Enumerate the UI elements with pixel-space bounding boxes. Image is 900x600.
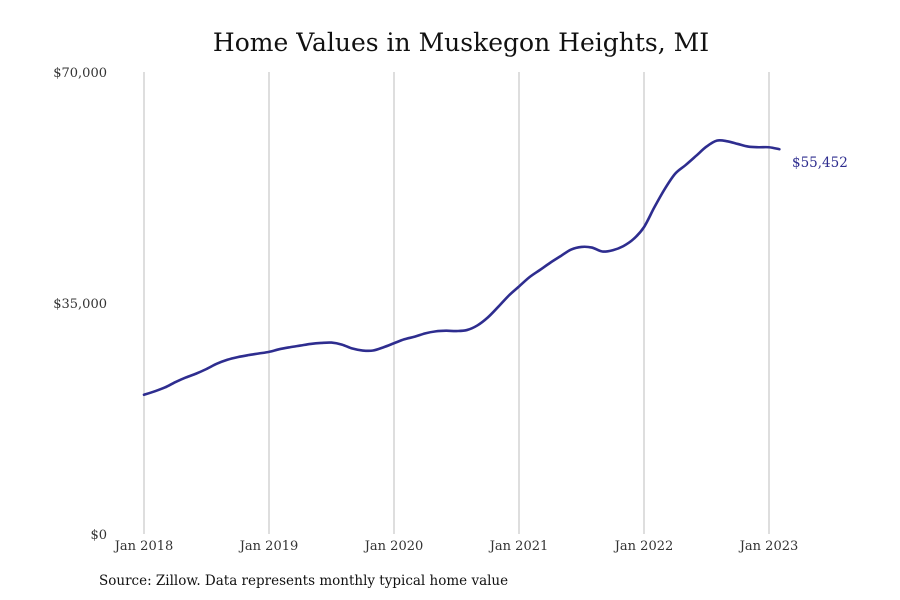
x-axis-ticks: Jan 2018 Jan 2019 Jan 2020 Jan 2021 Jan 2022…: [113, 539, 799, 554]
y-tick-label: $0: [90, 528, 107, 543]
x-tick-label: Jan 2023: [738, 539, 799, 554]
x-tick-label: Jan 2022: [613, 539, 674, 554]
x-tick-label: Jan 2018: [113, 539, 174, 554]
y-axis-ticks: $0 $35,000 $70,000: [53, 66, 107, 543]
source-note: Source: Zillow. Data represents monthly …: [99, 573, 508, 589]
y-tick-label: $35,000: [53, 297, 107, 312]
y-tick-label: $70,000: [53, 66, 107, 81]
x-tick-label: Jan 2021: [488, 539, 549, 554]
chart-title: Home Values in Muskegon Heights, MI: [213, 28, 709, 57]
series-layer: [142, 138, 781, 397]
x-tick-label: Jan 2019: [238, 539, 299, 554]
x-tick-label: Jan 2020: [363, 539, 424, 554]
series-line: [142, 138, 781, 397]
end-value-label: $55,452: [792, 155, 848, 171]
gridlines: [143, 72, 770, 534]
